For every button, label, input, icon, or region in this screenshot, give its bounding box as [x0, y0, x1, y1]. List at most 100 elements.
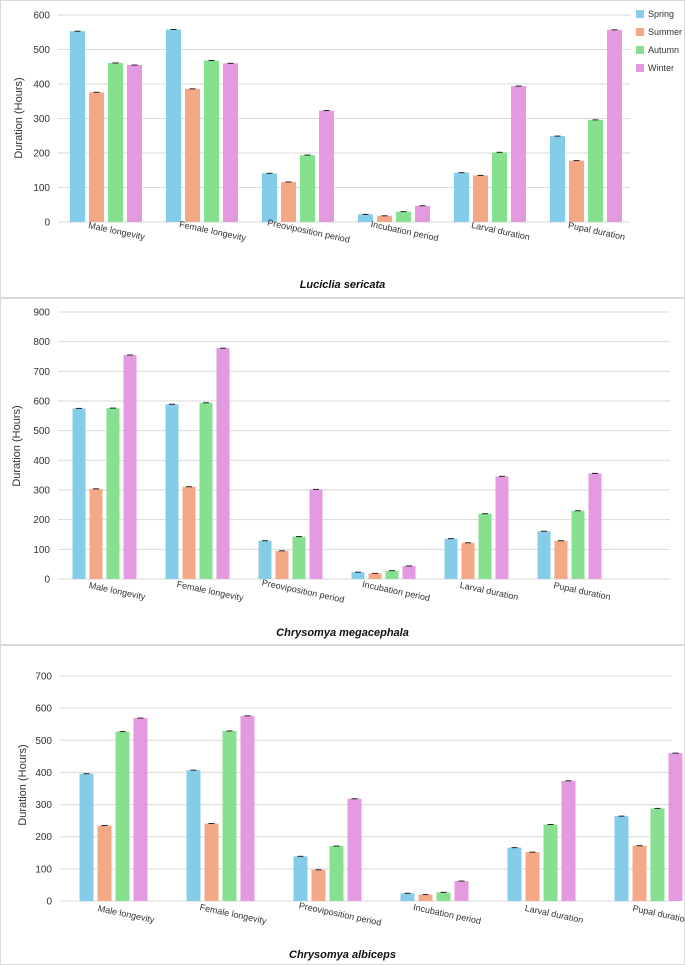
bar-winter-male-longevity — [127, 65, 142, 223]
legend-swatch-winter — [636, 64, 644, 72]
y-tick-label-300: 300 — [33, 486, 50, 497]
x-tick-label-larval-duration: Larval duration — [459, 580, 519, 602]
bar-summer-male-longevity — [89, 488, 103, 579]
x-tick-label-pupal-duration: Pupal duration — [553, 580, 612, 602]
bar-winter-larval-duration — [561, 780, 576, 901]
bar-spring-preoviposition-period — [258, 540, 272, 579]
bar-summer-male-longevity — [89, 92, 104, 222]
y-tick-label-400: 400 — [35, 768, 52, 779]
y-tick-label-100: 100 — [35, 864, 52, 875]
bar-spring-pupal-duration — [550, 136, 565, 222]
bar-summer-preoviposition-period — [281, 181, 296, 222]
y-tick-label-200: 200 — [33, 149, 50, 160]
legend-label-winter: Winter — [648, 63, 674, 73]
y-axis-label: Duration (Hours) — [13, 77, 25, 158]
x-tick-label-incubation-period: Incubation period — [370, 219, 440, 243]
bar-autumn-preoviposition-period — [300, 155, 315, 222]
bar-spring-larval-duration — [454, 172, 469, 222]
y-tick-label-800: 800 — [33, 337, 50, 348]
x-tick-label-incubation-period: Incubation period — [361, 579, 431, 603]
bar-winter-larval-duration — [495, 476, 509, 579]
y-tick-label-300: 300 — [35, 800, 52, 811]
bar-winter-preoviposition-period — [347, 798, 362, 901]
bar-autumn-incubation-period — [396, 211, 411, 222]
bar-winter-male-longevity — [123, 355, 137, 579]
y-axis-label: Duration (Hours) — [11, 405, 23, 486]
bar-summer-incubation-period — [377, 215, 392, 222]
x-tick-label-preoviposition-period: Preoviposition period — [298, 900, 382, 927]
bar-summer-incubation-period — [418, 894, 433, 901]
bar-spring-incubation-period — [400, 893, 415, 901]
legend-swatch-summer — [636, 28, 644, 36]
bar-autumn-preoviposition-period — [292, 536, 306, 579]
chart-title: Luciclia sericata — [300, 279, 386, 291]
bar-summer-pupal-duration — [632, 845, 647, 901]
legend-label-summer: Summer — [648, 27, 682, 37]
legend-label-spring: Spring — [648, 9, 674, 19]
x-tick-label-incubation-period: Incubation period — [412, 902, 482, 926]
bar-winter-female-longevity — [216, 348, 230, 579]
y-tick-label-200: 200 — [33, 515, 50, 526]
bar-summer-preoviposition-period — [275, 550, 289, 579]
legend-swatch-autumn — [636, 46, 644, 54]
bar-autumn-larval-duration — [543, 824, 558, 901]
bar-winter-female-longevity — [240, 715, 255, 901]
y-tick-label-400: 400 — [33, 80, 50, 91]
bar-autumn-pupal-duration — [650, 808, 665, 901]
bar-spring-male-longevity — [70, 31, 85, 223]
legend-swatch-spring — [636, 10, 644, 18]
y-tick-label-500: 500 — [35, 736, 52, 747]
y-tick-label-0: 0 — [44, 218, 50, 229]
bar-spring-female-longevity — [166, 29, 181, 222]
bar-spring-incubation-period — [351, 572, 365, 579]
y-tick-label-100: 100 — [33, 183, 50, 194]
bar-summer-male-longevity — [97, 825, 112, 901]
x-tick-label-male-longevity: Male longevity — [97, 903, 156, 925]
y-tick-label-0: 0 — [46, 897, 52, 908]
bar-autumn-female-longevity — [199, 402, 213, 579]
bar-spring-pupal-duration — [614, 816, 629, 901]
bar-winter-preoviposition-period — [319, 110, 334, 222]
bar-winter-pupal-duration — [588, 473, 602, 579]
x-tick-label-larval-duration: Larval duration — [470, 220, 530, 242]
y-tick-label-300: 300 — [33, 114, 50, 125]
bar-spring-preoviposition-period — [293, 856, 308, 901]
bar-spring-female-longevity — [165, 404, 179, 579]
y-tick-label-900: 900 — [33, 308, 50, 319]
bar-spring-male-longevity — [72, 408, 86, 579]
bar-autumn-female-longevity — [222, 730, 237, 901]
y-tick-label-100: 100 — [33, 545, 50, 556]
y-axis-label: Duration (Hours) — [17, 744, 29, 825]
bar-summer-pupal-duration — [554, 540, 568, 579]
bar-autumn-male-longevity — [108, 62, 123, 222]
y-tick-label-0: 0 — [44, 575, 50, 586]
y-tick-label-700: 700 — [33, 367, 50, 378]
bar-spring-male-longevity — [79, 773, 94, 901]
bar-winter-male-longevity — [133, 718, 148, 901]
bar-winter-female-longevity — [223, 63, 238, 222]
bar-autumn-male-longevity — [106, 408, 120, 579]
x-tick-label-pupal-duration: Pupal duration — [567, 220, 626, 242]
x-tick-label-female-longevity: Female longevity — [178, 219, 247, 243]
bar-summer-pupal-duration — [569, 160, 584, 222]
bar-winter-incubation-period — [454, 881, 469, 901]
bar-winter-incubation-period — [402, 565, 416, 579]
bar-winter-larval-duration — [511, 86, 526, 222]
y-tick-label-600: 600 — [33, 397, 50, 408]
bar-spring-pupal-duration — [537, 531, 551, 579]
chart-panel-chrysomya-megacephala: 0 100 200 300 400 500 600 700 800 900 Duration (Ho… — [0, 298, 685, 645]
bar-summer-female-longevity — [182, 486, 196, 579]
y-tick-label-600: 600 — [33, 11, 50, 22]
bar-spring-female-longevity — [186, 770, 201, 901]
bar-autumn-pupal-duration — [588, 119, 603, 222]
chart-lucilia-sericata: 0 100 200 300 400 500 600 Duration (Hours) Male … — [0, 0, 685, 298]
y-tick-label-200: 200 — [35, 832, 52, 843]
bar-spring-preoviposition-period — [262, 173, 277, 222]
bar-winter-pupal-duration — [668, 753, 683, 901]
bar-autumn-preoviposition-period — [329, 846, 344, 901]
bar-autumn-larval-duration — [478, 513, 492, 579]
bar-autumn-male-longevity — [115, 731, 130, 901]
y-tick-label-600: 600 — [35, 704, 52, 715]
bar-winter-incubation-period — [415, 205, 430, 222]
bar-summer-preoviposition-period — [311, 869, 326, 901]
